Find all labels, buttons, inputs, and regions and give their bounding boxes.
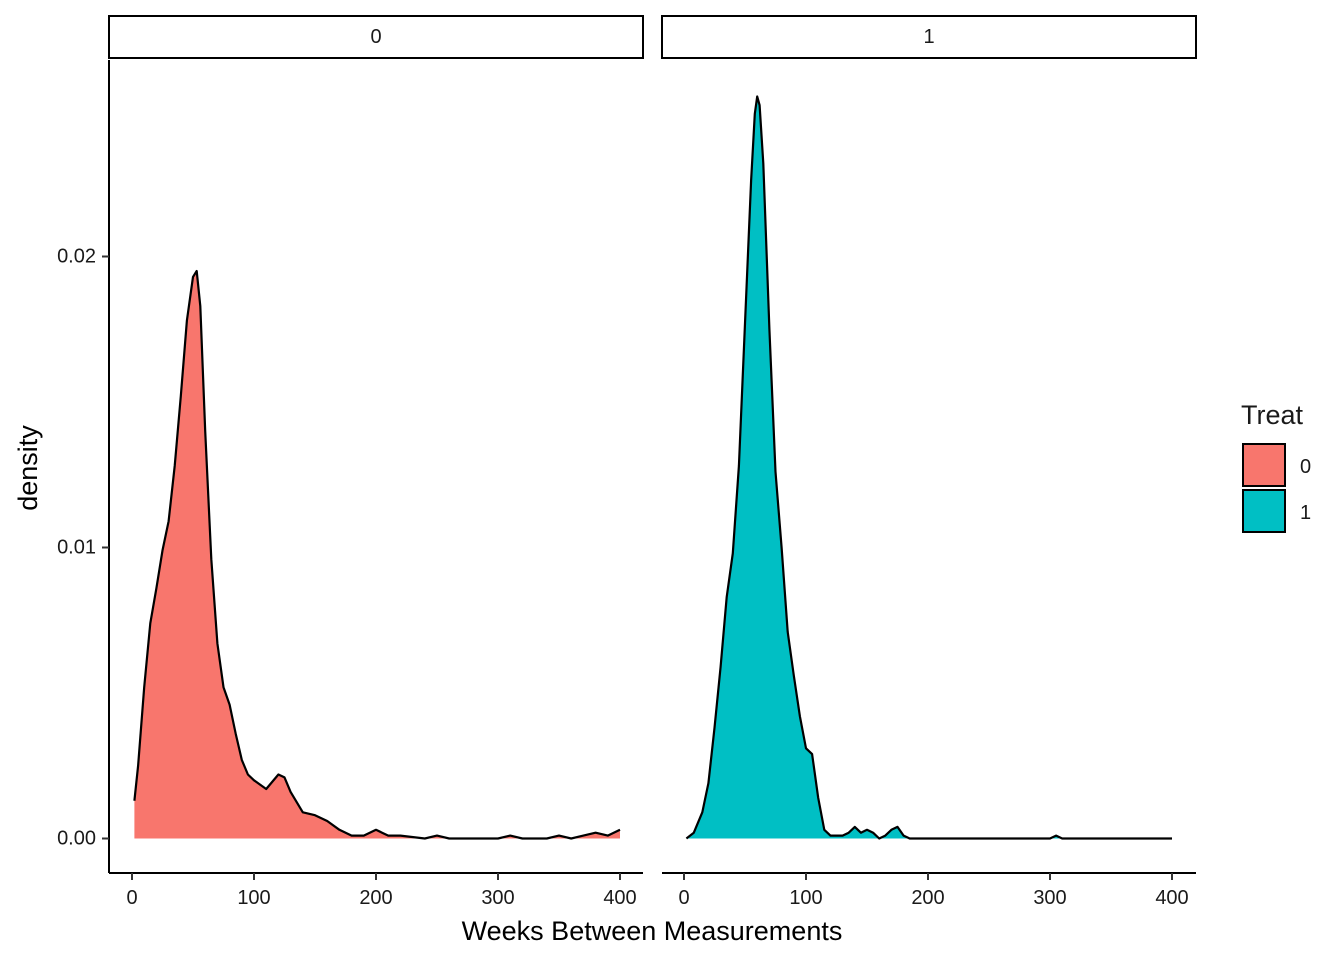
x-tick-label: 0 (126, 887, 137, 909)
facet-strip-0: 0 (108, 15, 644, 59)
x-tick-label: 300 (1033, 887, 1066, 909)
y-axis: 0.00 0.01 0.02 (57, 60, 110, 873)
facet-strip-label-1: 1 (923, 26, 934, 48)
legend-key-1 (1242, 489, 1286, 533)
density-area-0 (134, 271, 620, 839)
y-axis-title: density (13, 425, 43, 511)
x-tick-label: 0 (678, 887, 689, 909)
facet-strip-1: 1 (661, 15, 1197, 59)
legend-key-0 (1242, 443, 1286, 487)
facet-strip-label-0: 0 (370, 26, 381, 48)
density-line-1 (685, 95, 1172, 840)
y-tick-label: 0.00 (57, 828, 96, 850)
x-axis-title: Weeks Between Measurements (462, 916, 843, 946)
legend-label-0: 0 (1300, 456, 1311, 478)
legend-label-1: 1 (1300, 502, 1311, 524)
x-tick-label: 100 (789, 887, 822, 909)
y-tick-label: 0.02 (57, 246, 96, 268)
x-tick-label: 400 (1155, 887, 1188, 909)
x-tick-label: 400 (603, 887, 636, 909)
legend-title: Treat (1241, 400, 1304, 430)
panel-treat-0 (133, 269, 621, 840)
x-tick-label: 100 (237, 887, 270, 909)
density-line-0 (133, 269, 621, 840)
panel-treat-1 (685, 95, 1172, 840)
x-tick-label: 200 (911, 887, 944, 909)
x-tick-label: 300 (481, 887, 514, 909)
x-axis-panel-0: 0 100 200 300 400 (109, 872, 643, 909)
x-tick-label: 200 (359, 887, 392, 909)
y-tick-label: 0.01 (57, 537, 96, 559)
density-area-1 (686, 96, 1172, 839)
x-axis-panel-1: 0 100 200 300 400 (662, 872, 1196, 909)
legend: Treat 0 1 (1241, 400, 1311, 533)
